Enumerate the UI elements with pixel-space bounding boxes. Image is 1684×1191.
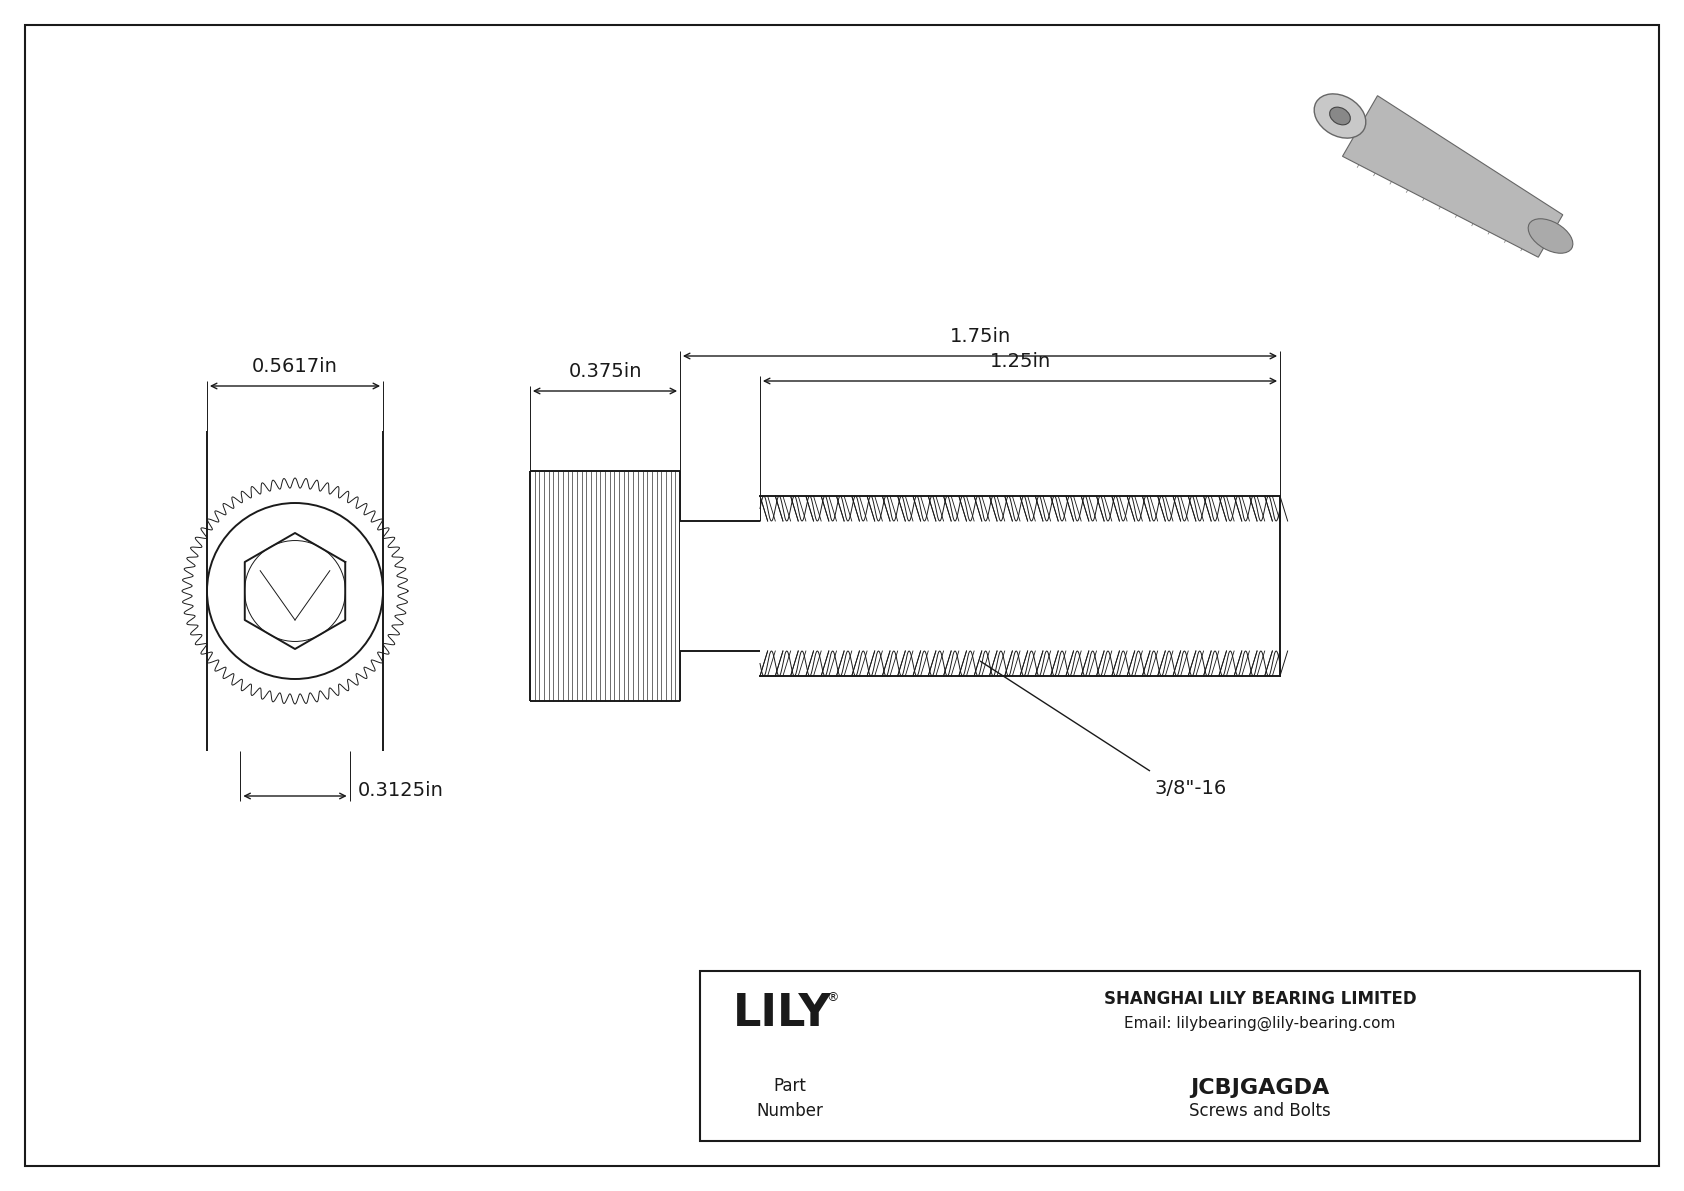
Text: 1.25in: 1.25in — [990, 353, 1051, 372]
Text: 0.5617in: 0.5617in — [253, 357, 338, 376]
Text: Email: lilybearing@lily-bearing.com: Email: lilybearing@lily-bearing.com — [1125, 1016, 1396, 1031]
Bar — [701, 971, 1640, 1141]
Text: 1.75in: 1.75in — [950, 328, 1010, 347]
Text: LILY: LILY — [733, 992, 832, 1035]
Ellipse shape — [1314, 94, 1366, 138]
Text: Part
Number: Part Number — [756, 1077, 823, 1120]
Text: SHANGHAI LILY BEARING LIMITED: SHANGHAI LILY BEARING LIMITED — [1103, 991, 1416, 1009]
Polygon shape — [1342, 95, 1563, 257]
Text: 3/8"-16: 3/8"-16 — [1155, 779, 1228, 798]
Text: 0.3125in: 0.3125in — [357, 781, 443, 800]
Ellipse shape — [1527, 219, 1573, 254]
Text: JCBJGAGDA: JCBJGAGDA — [1191, 1079, 1330, 1098]
Bar — [759, 520, 1280, 651]
Text: Screws and Bolts: Screws and Bolts — [1189, 1102, 1330, 1120]
Bar — [680, 520, 759, 651]
Text: ®: ® — [825, 991, 839, 1004]
Ellipse shape — [1330, 107, 1351, 125]
Bar — [530, 470, 680, 701]
Text: 0.375in: 0.375in — [568, 362, 642, 381]
